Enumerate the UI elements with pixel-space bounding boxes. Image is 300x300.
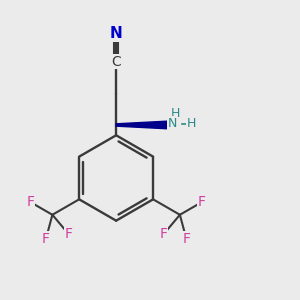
Text: F: F [198, 195, 206, 209]
Text: C: C [111, 55, 121, 69]
Text: F: F [42, 232, 50, 246]
Text: H: H [187, 117, 196, 130]
Text: N: N [110, 26, 122, 41]
Text: F: F [64, 227, 73, 241]
Text: N: N [168, 117, 177, 130]
Polygon shape [116, 121, 168, 129]
Text: F: F [27, 195, 35, 209]
Text: F: F [182, 232, 190, 246]
Text: F: F [160, 227, 168, 241]
Text: H: H [170, 107, 180, 120]
